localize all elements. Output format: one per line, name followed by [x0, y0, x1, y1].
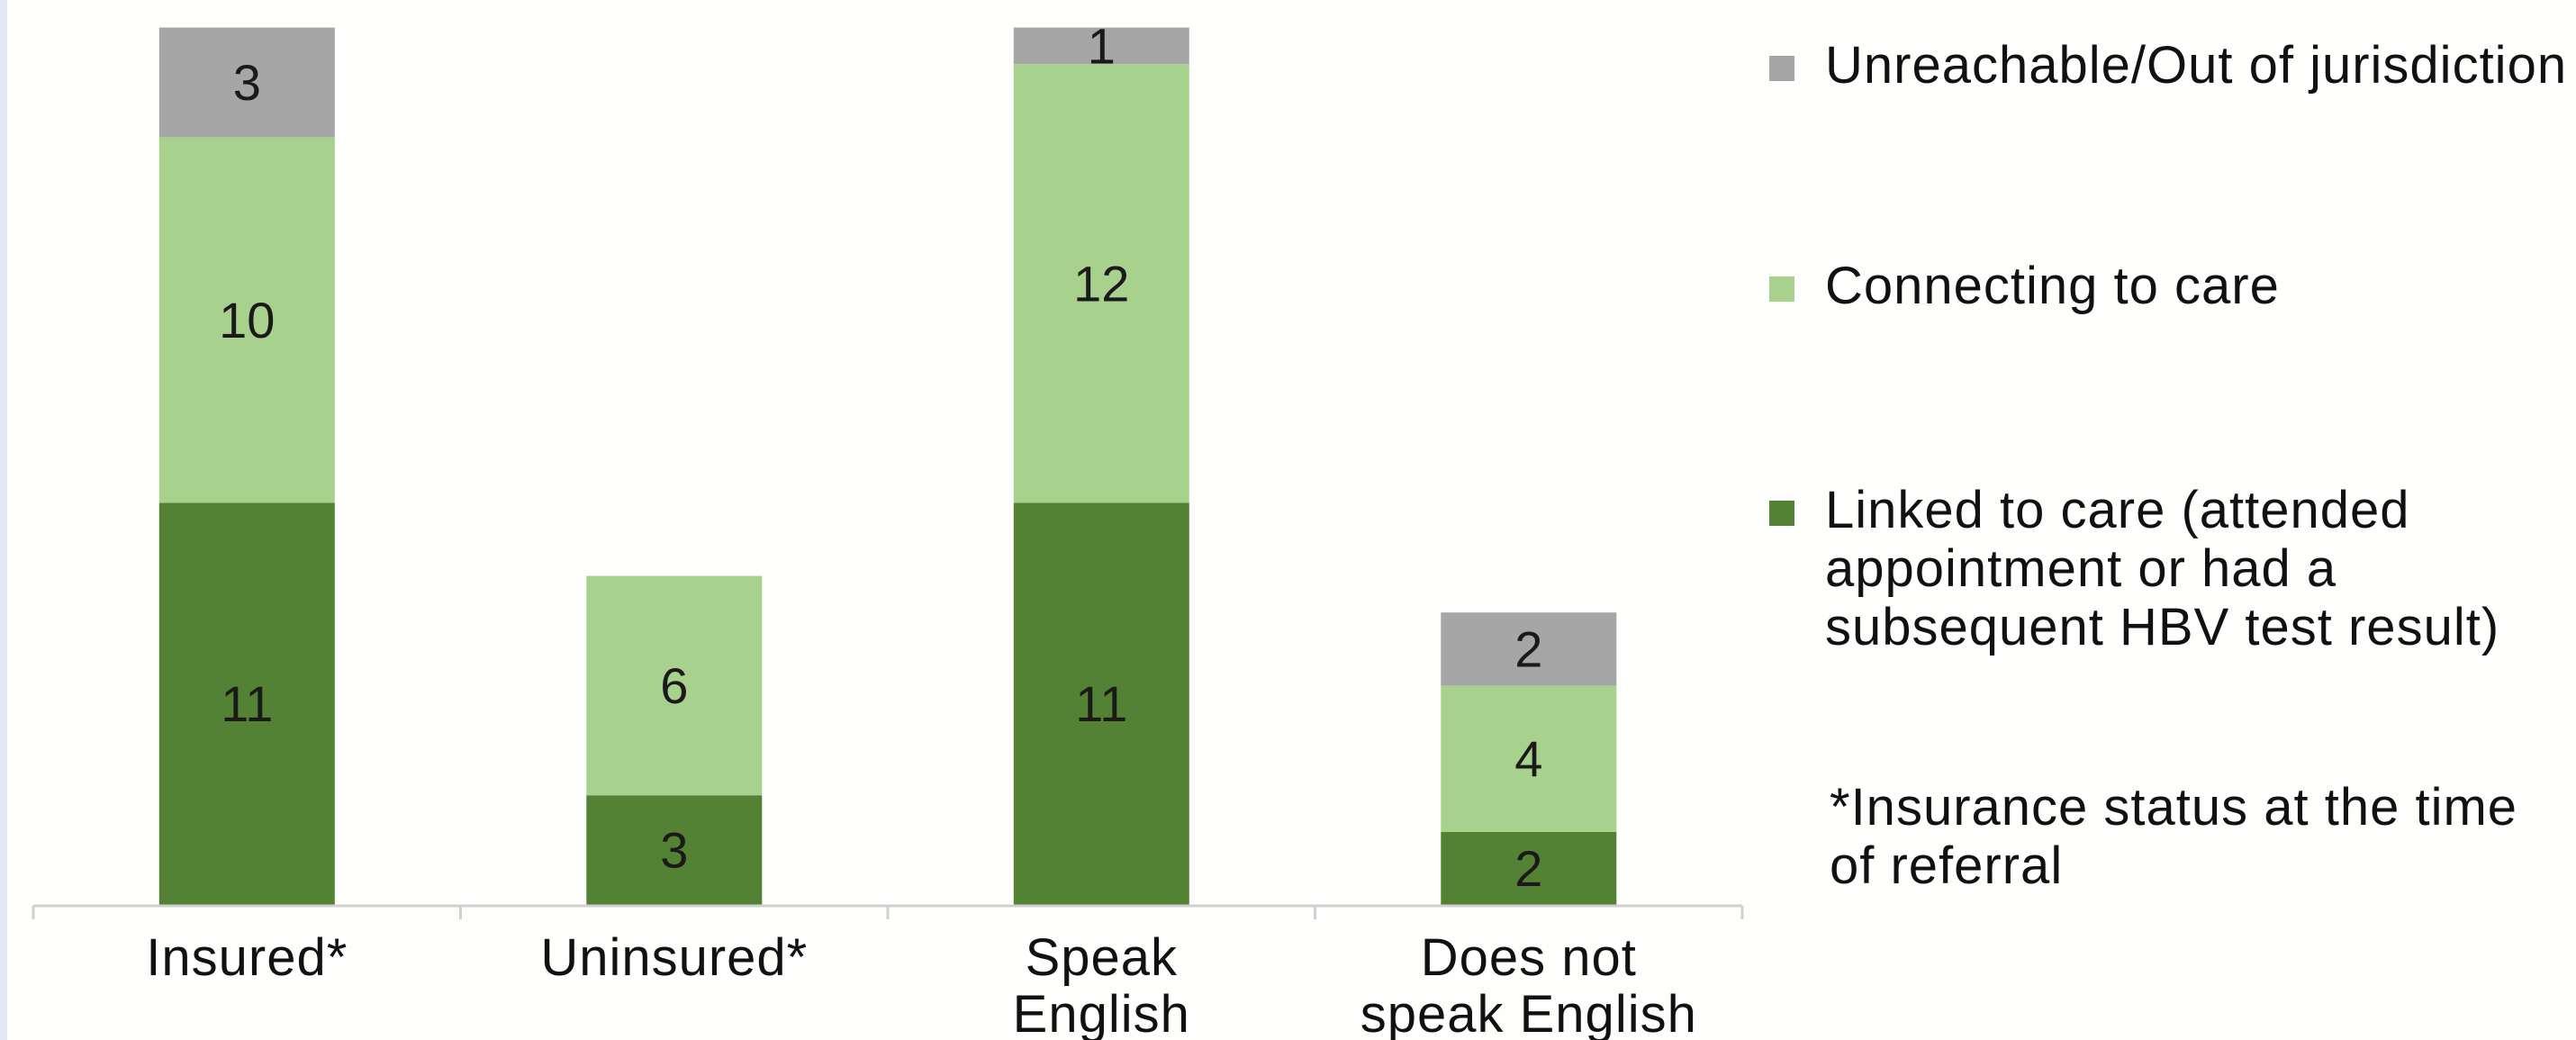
legend-label-linked: Linked to care (attended appointment or … [1825, 481, 2500, 656]
x-tick-label-3: Speak English [1013, 928, 1190, 1040]
legend-swatch-linked [1769, 501, 1794, 526]
data-label-2-cat-1: 10 [219, 292, 275, 348]
data-label-1-cat-2: 3 [660, 822, 688, 879]
data-label-1-cat-3: 11 [1075, 675, 1127, 732]
legend-label-connecting: Connecting to care [1825, 257, 2280, 315]
bar-segment-1-cat-3 [1013, 502, 1189, 905]
bar-segment-1-cat-1 [158, 502, 335, 905]
bar-segment-3-cat-1 [158, 27, 335, 138]
bar-segment-3-cat-3 [1013, 27, 1189, 65]
bar-segment-2-cat-2 [586, 575, 763, 796]
x-tick-label-4: Does not speak English [1360, 928, 1697, 1040]
left-edge-strip [0, 0, 7, 1040]
legend-swatch-connecting [1769, 276, 1794, 302]
footnote: *Insurance status at the time of referra… [1830, 778, 2518, 895]
data-label-1-cat-1: 11 [221, 675, 273, 732]
data-label-3-cat-3: 1 [1088, 17, 1116, 74]
bar-segment-3-cat-4 [1441, 612, 1617, 686]
x-tick-label-2: Uninsured* [540, 928, 808, 987]
x-tick-label-1: Insured* [146, 928, 348, 987]
legend-label-unreachable: Unreachable/Out of jurisdiction [1825, 36, 2568, 95]
legend-swatch-unreachable [1769, 56, 1794, 81]
bar-segment-2-cat-4 [1441, 685, 1617, 832]
data-label-3-cat-1: 3 [233, 54, 261, 111]
data-label-3-cat-4: 2 [1514, 620, 1542, 677]
data-label-2-cat-3: 12 [1073, 255, 1129, 312]
bar-segment-2-cat-1 [158, 137, 335, 503]
data-label-2-cat-4: 4 [1514, 730, 1542, 787]
bar-segment-1-cat-2 [586, 795, 763, 905]
data-label-2-cat-2: 6 [660, 657, 688, 714]
bar-segment-1-cat-4 [1441, 831, 1617, 905]
data-label-1-cat-4: 2 [1514, 840, 1542, 897]
bar-segment-2-cat-3 [1013, 64, 1189, 503]
